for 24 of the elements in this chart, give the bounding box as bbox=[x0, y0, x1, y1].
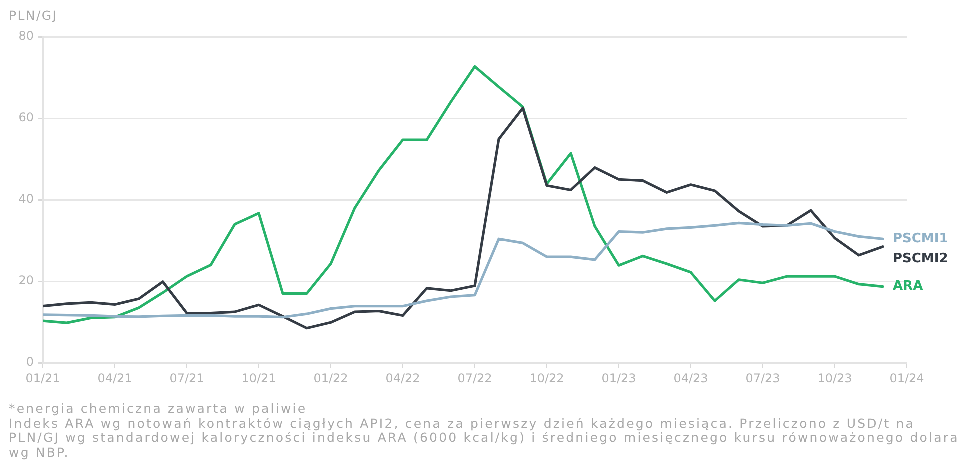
x-tick-label: 04/23 bbox=[674, 371, 708, 386]
x-tick-label: 07/22 bbox=[458, 371, 492, 386]
x-tick-label: 01/22 bbox=[314, 371, 348, 386]
y-tick-label: 0 bbox=[26, 355, 34, 370]
x-tick-label: 10/21 bbox=[242, 371, 276, 386]
y-axis-title: PLN/GJ bbox=[9, 8, 58, 23]
text: *energia chemiczna zawarta w paliwie bbox=[9, 401, 308, 416]
x-tick-label: 01/24 bbox=[890, 371, 924, 386]
x-tick-label: 07/21 bbox=[170, 371, 204, 386]
series-label: PSCMI1 bbox=[893, 231, 948, 246]
x-tick-label: 07/23 bbox=[746, 371, 780, 386]
x-tick-label: 04/21 bbox=[98, 371, 132, 386]
series-label: PSCMI2 bbox=[893, 251, 948, 266]
y-tick-label: 80 bbox=[18, 29, 34, 44]
y-tick-label: 60 bbox=[18, 110, 34, 125]
x-tick-label: 10/23 bbox=[818, 371, 852, 386]
text: Indeks ARA wg notowań kontraktów ciągłych API2, cena za pierwszy dzień każdego miesiąca. Przeliczono z USD/t na PLN/GJ wg standardowej kaloryczności indeksu ARA (6000 kcal/kg) i średniego miesięcznego kursu równoważonego dolara wg NBP. bbox=[9, 416, 960, 460]
x-tick-label: 01/23 bbox=[602, 371, 636, 386]
x-tick-label: 04/22 bbox=[386, 371, 420, 386]
x-tick-label: 01/21 bbox=[26, 371, 60, 386]
x-tick-label: 10/22 bbox=[530, 371, 564, 386]
y-tick-label: 20 bbox=[18, 274, 34, 288]
series-label: ARA bbox=[893, 279, 924, 294]
y-tick-label: 40 bbox=[18, 192, 34, 206]
